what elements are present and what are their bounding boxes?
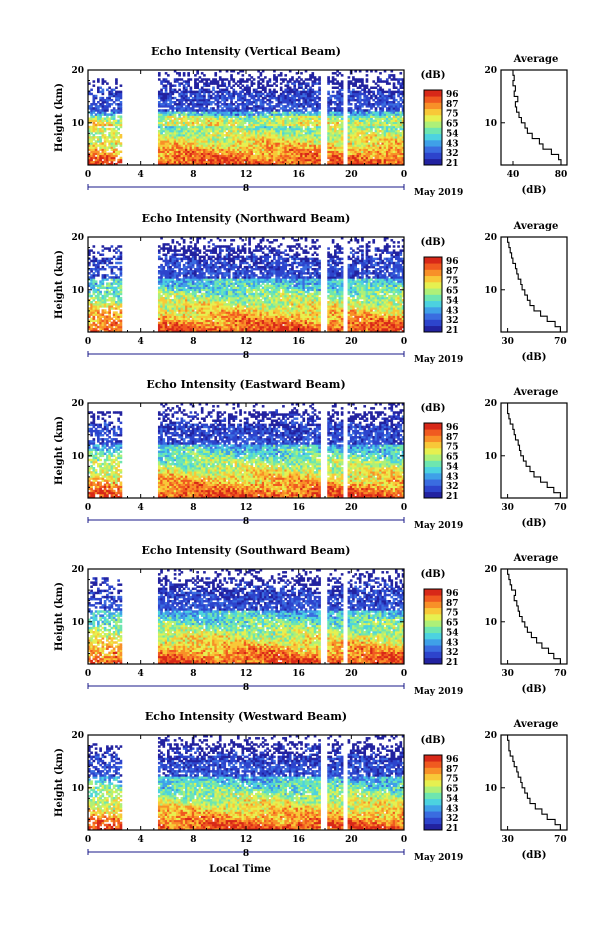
heatmap-cell: [178, 72, 181, 74]
heatmap-cell: [214, 72, 217, 74]
heatmap-cell: [269, 78, 272, 80]
heatmap-cell: [275, 91, 278, 93]
heatmap-cell: [95, 95, 98, 97]
heatmap-cell: [223, 82, 226, 84]
heatmap-cell: [120, 115, 123, 117]
heatmap-cell: [271, 101, 274, 103]
heatmap-cell: [120, 84, 123, 86]
heatmap-cell: [120, 157, 123, 159]
heatmap-cell: [120, 151, 123, 153]
figure: Echo Intensity (Vertical Beam)1020Height…: [0, 0, 616, 929]
heatmap-cell: [253, 78, 256, 80]
heatmap-cell: [183, 72, 186, 74]
heatmap-cell: [280, 72, 283, 74]
heatmap-cell: [97, 78, 100, 80]
heatmap-cell: [212, 87, 215, 89]
heatmap-cell: [300, 72, 303, 74]
heatmap-cell: [187, 72, 190, 74]
heatmap-cell: [158, 72, 161, 74]
heatmap-cell: [275, 84, 278, 86]
heatmap-cell: [120, 91, 123, 93]
heatmap-cell: [93, 84, 96, 86]
heatmap: [88, 70, 404, 165]
heatmap-cell: [241, 74, 244, 76]
heatmap-cell: [90, 89, 93, 91]
heatmap-cell: [120, 142, 123, 144]
heatmap-cell: [232, 78, 235, 80]
heatmap-cell: [93, 80, 96, 82]
heatmap-cell: [284, 74, 287, 76]
heatmap-cell: [291, 76, 294, 78]
heatmap-cell: [203, 74, 206, 76]
heatmap-cell: [280, 87, 283, 89]
panel-1: Echo Intensity (Vertical Beam)1020Height…: [54, 45, 567, 198]
heatmap-cell: [230, 74, 233, 76]
heatmap-cell: [296, 72, 299, 74]
heatmap-cell: [190, 87, 193, 89]
heatmap-cell: [253, 82, 256, 84]
heatmap-cell: [167, 74, 170, 76]
heatmap-cell: [115, 87, 118, 89]
heatmap-cell: [106, 82, 109, 84]
heatmap-cell: [190, 78, 193, 80]
panel-title: Echo Intensity (Vertical Beam): [151, 45, 341, 58]
heatmap-cell: [102, 89, 105, 91]
heatmap-cell: [264, 76, 267, 78]
heatmap-cell: [120, 101, 123, 103]
heatmap-cell: [120, 134, 123, 136]
heatmap-cell: [174, 84, 177, 86]
heatmap-cell: [115, 78, 118, 80]
